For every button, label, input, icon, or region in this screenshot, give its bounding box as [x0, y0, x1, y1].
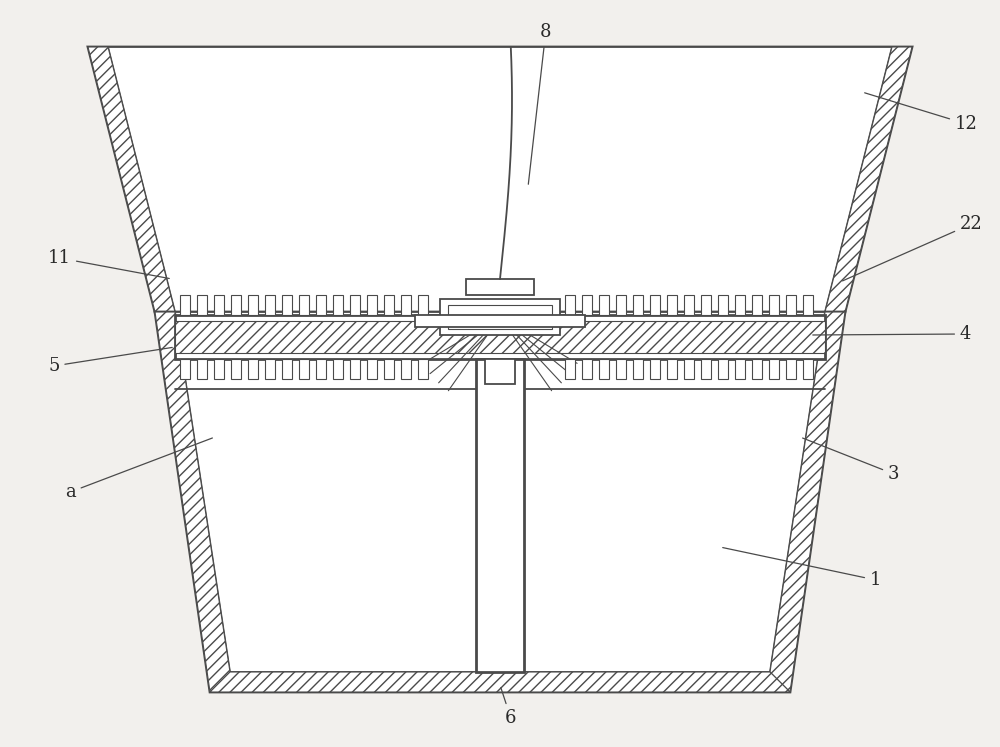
Bar	[650, 295, 660, 315]
Bar	[214, 295, 224, 315]
Bar	[803, 359, 813, 379]
Bar	[299, 295, 309, 315]
Bar	[180, 295, 190, 315]
Bar	[485, 359, 515, 384]
Bar	[350, 359, 360, 379]
Bar	[701, 359, 711, 379]
Bar	[718, 359, 728, 379]
Bar	[466, 279, 534, 295]
Bar	[401, 295, 411, 315]
Bar	[684, 295, 694, 315]
Bar	[231, 359, 241, 379]
Bar	[384, 295, 394, 315]
Bar	[448, 305, 552, 329]
Text: 4: 4	[813, 325, 971, 343]
Bar	[333, 295, 343, 315]
Bar	[367, 295, 377, 315]
Bar	[667, 359, 677, 379]
Polygon shape	[175, 312, 825, 672]
Bar	[265, 359, 275, 379]
Bar	[333, 359, 343, 379]
Polygon shape	[825, 47, 912, 312]
Bar	[633, 359, 643, 379]
Bar	[418, 359, 428, 379]
Bar	[735, 295, 745, 315]
Bar	[786, 359, 796, 379]
Bar	[418, 295, 428, 315]
Bar	[684, 359, 694, 379]
Polygon shape	[210, 672, 790, 692]
Bar	[752, 295, 762, 315]
Bar	[415, 315, 585, 327]
Bar	[599, 359, 609, 379]
Bar	[282, 295, 292, 315]
Text: 8: 8	[528, 23, 552, 185]
Bar	[735, 359, 745, 379]
Bar	[248, 359, 258, 379]
Bar	[769, 359, 779, 379]
Bar	[476, 359, 524, 672]
Bar	[786, 295, 796, 315]
Polygon shape	[770, 312, 845, 692]
Bar	[316, 359, 326, 379]
Text: 22: 22	[843, 215, 983, 281]
Text: 3: 3	[803, 438, 900, 483]
Bar	[769, 295, 779, 315]
Bar	[384, 359, 394, 379]
Polygon shape	[88, 47, 912, 312]
Bar	[180, 359, 190, 379]
Bar	[265, 295, 275, 315]
Bar	[650, 359, 660, 379]
Text: 1: 1	[723, 548, 882, 589]
Bar	[616, 359, 626, 379]
Bar	[282, 359, 292, 379]
Text: 12: 12	[865, 93, 978, 133]
Bar	[633, 295, 643, 315]
Bar	[401, 359, 411, 379]
Text: a: a	[65, 438, 212, 501]
Bar	[316, 295, 326, 315]
Bar	[197, 359, 207, 379]
Bar	[752, 359, 762, 379]
Bar	[231, 295, 241, 315]
Bar	[582, 295, 592, 315]
Bar	[616, 295, 626, 315]
Bar	[214, 359, 224, 379]
Bar	[350, 295, 360, 315]
Bar	[701, 295, 711, 315]
Bar	[582, 359, 592, 379]
Bar	[248, 295, 258, 315]
Bar	[299, 359, 309, 379]
Bar	[175, 315, 825, 359]
Polygon shape	[155, 312, 845, 692]
Bar	[803, 295, 813, 315]
Polygon shape	[155, 312, 230, 692]
Bar	[667, 295, 677, 315]
Bar	[367, 359, 377, 379]
Text: 5: 5	[48, 347, 172, 375]
Bar	[718, 295, 728, 315]
Text: 11: 11	[48, 249, 169, 279]
Bar	[175, 321, 825, 353]
Bar	[197, 295, 207, 315]
Text: 6: 6	[501, 688, 516, 727]
Bar	[440, 299, 560, 335]
Bar	[599, 295, 609, 315]
Bar	[565, 359, 575, 379]
Bar	[565, 295, 575, 315]
Polygon shape	[108, 47, 892, 312]
Polygon shape	[88, 47, 175, 312]
